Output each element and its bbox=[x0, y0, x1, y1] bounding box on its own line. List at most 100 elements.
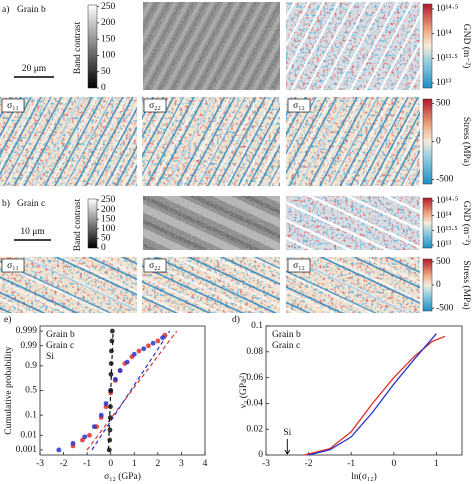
legend-entry: Grain c bbox=[272, 341, 300, 351]
panel-label: a) bbox=[2, 4, 9, 15]
colorbar-tick-label: 10¹³ bbox=[436, 240, 451, 250]
panel-label: b) bbox=[2, 198, 10, 209]
data-point bbox=[107, 427, 113, 433]
x-tick-label: 4 bbox=[203, 459, 208, 469]
scale-bar-label: 20 μm bbox=[22, 64, 47, 74]
colorbar-tick-label: 100 bbox=[101, 51, 116, 61]
map-noise bbox=[143, 196, 280, 250]
y-tick-label: 0.001 bbox=[16, 445, 38, 455]
legend-entry: Si bbox=[46, 352, 54, 362]
colorbar-tick-label: 10¹⁴·⁵ bbox=[436, 196, 458, 206]
colorbar-label: Stress (MPa) bbox=[461, 260, 472, 309]
colorbar-tick-label: 10¹⁴ bbox=[436, 211, 452, 221]
panel-label: d) bbox=[232, 314, 240, 325]
x-tick-label: 1 bbox=[434, 459, 439, 469]
y-tick-label: 0.01 bbox=[20, 430, 37, 440]
data-point bbox=[106, 447, 112, 453]
colorbar-tick-label: 0 bbox=[436, 137, 441, 147]
y-tick-label: 0 bbox=[258, 450, 263, 460]
map-label-box bbox=[1, 98, 25, 113]
map-label: σ₁₂ bbox=[293, 101, 305, 111]
x-tick-label: -3 bbox=[36, 459, 44, 469]
colorbar bbox=[422, 258, 433, 312]
y-axis-label: Cumulative probability bbox=[4, 346, 14, 435]
data-point bbox=[70, 440, 76, 446]
y-tick-label: 0.04 bbox=[246, 399, 263, 409]
data-point bbox=[82, 434, 88, 440]
data-point bbox=[103, 401, 109, 406]
colorbar bbox=[422, 3, 433, 89]
map-label: σ₂₂ bbox=[149, 261, 161, 271]
data-point bbox=[146, 343, 151, 349]
x-axis-label: σ₁₂ (GPa) bbox=[104, 471, 141, 482]
map-label-box bbox=[1, 258, 25, 273]
map-label: σ₁₂ bbox=[293, 261, 305, 271]
colorbar bbox=[87, 198, 98, 249]
colorbar-tick-label: 200 bbox=[101, 205, 116, 215]
legend-entry: Grain c bbox=[46, 341, 74, 351]
scale-bar-label: 10 μm bbox=[20, 227, 45, 237]
data-point bbox=[131, 351, 137, 357]
map-label: σ₁₁ bbox=[7, 101, 19, 111]
x-tick-label: 0 bbox=[108, 459, 113, 469]
map-label-box bbox=[143, 258, 167, 273]
data-point bbox=[113, 376, 118, 382]
data-point bbox=[136, 348, 142, 354]
data-point bbox=[108, 404, 113, 410]
colorbar bbox=[87, 4, 98, 89]
colorbar-tick-label: 200 bbox=[101, 18, 116, 28]
annotation: Si bbox=[283, 428, 291, 438]
fit-line bbox=[91, 330, 171, 451]
colorbar-label: Stress (MPa) bbox=[461, 117, 472, 166]
y-tick-label: 0.99 bbox=[20, 341, 37, 351]
colorbar-tick-label: 0 bbox=[101, 243, 106, 253]
data-point bbox=[160, 335, 165, 341]
colorbar-tick-label: 50 bbox=[101, 234, 111, 244]
colorbar-tick-label: 250 bbox=[101, 2, 116, 12]
map-label: σ₁₁ bbox=[7, 261, 19, 271]
data-point bbox=[87, 432, 92, 438]
map-label-box bbox=[143, 98, 167, 113]
data-point bbox=[117, 368, 123, 373]
x-tick-label: 1 bbox=[132, 459, 137, 469]
colorbar-tick-label: 10¹⁴ bbox=[436, 29, 452, 39]
data-point bbox=[56, 447, 62, 453]
data-point bbox=[107, 437, 113, 443]
plot-frame bbox=[265, 325, 463, 456]
data-line bbox=[308, 333, 437, 456]
colorbar-label: GND (m⁻²) bbox=[461, 201, 472, 246]
data-line bbox=[304, 335, 446, 456]
data-point bbox=[91, 424, 97, 430]
data-point bbox=[109, 348, 114, 354]
x-tick-label: -2 bbox=[305, 459, 313, 469]
grain-label: Grain b bbox=[17, 5, 46, 15]
map-label: σ₂₂ bbox=[149, 101, 161, 111]
x-tick-label: -2 bbox=[60, 459, 68, 469]
colorbar-tick-label: 10¹³·⁵ bbox=[436, 54, 458, 64]
colorbar-tick-label: 10¹³ bbox=[436, 78, 451, 88]
map-noise bbox=[143, 2, 280, 90]
data-point bbox=[109, 328, 115, 334]
y-axis-label: ν₂ (GPa²) bbox=[238, 373, 249, 409]
colorbar-tick-label: 500 bbox=[436, 99, 451, 109]
colorbar-tick-label: -500 bbox=[436, 175, 454, 185]
x-tick-label: 3 bbox=[179, 459, 184, 469]
x-tick-label: -3 bbox=[262, 459, 270, 469]
data-point bbox=[155, 338, 161, 344]
legend-entry: Grain b bbox=[46, 330, 75, 340]
panel-label: e) bbox=[4, 314, 11, 325]
data-point bbox=[108, 371, 114, 377]
x-tick-label: 2 bbox=[155, 459, 160, 469]
colorbar-tick-label: 10¹³·⁵ bbox=[436, 226, 458, 236]
colorbar-tick-label: -500 bbox=[436, 303, 454, 313]
colorbar-tick-label: 50 bbox=[101, 67, 111, 77]
map-stripes bbox=[286, 2, 420, 90]
x-axis-label: ln(σ₁₂) bbox=[351, 471, 376, 482]
map-label-box bbox=[287, 258, 311, 273]
legend-entry: Grain b bbox=[272, 330, 301, 340]
x-tick-label: -1 bbox=[347, 459, 355, 469]
grain-label: Grain c bbox=[17, 199, 45, 209]
y-tick-label: 0.08 bbox=[246, 347, 263, 357]
y-tick-label: 0.06 bbox=[246, 373, 263, 383]
y-tick-label: 0.1 bbox=[251, 321, 263, 331]
